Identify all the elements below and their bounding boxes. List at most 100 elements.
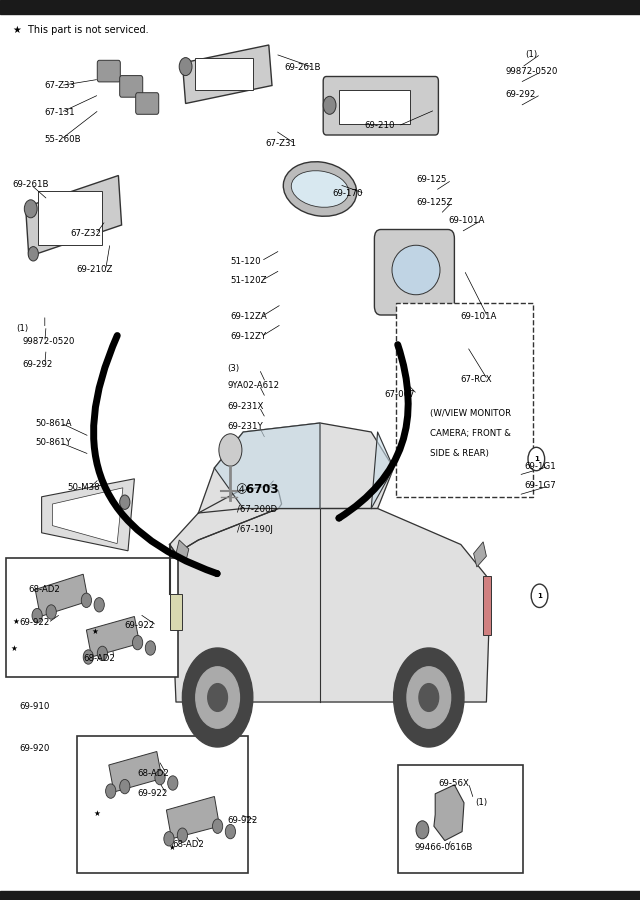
Circle shape [177, 828, 188, 842]
Polygon shape [86, 616, 140, 657]
Text: ➃6703: ➃6703 [237, 483, 279, 496]
Text: 69-922: 69-922 [125, 621, 155, 630]
Text: 69-231Y: 69-231Y [227, 422, 263, 431]
Circle shape [155, 770, 165, 785]
Text: ★: ★ [94, 809, 100, 818]
Text: 69-12ZY: 69-12ZY [230, 332, 266, 341]
Polygon shape [109, 752, 162, 792]
Text: (1): (1) [525, 50, 537, 58]
Text: 68-AD2: 68-AD2 [138, 770, 170, 778]
Polygon shape [170, 508, 490, 702]
Circle shape [145, 641, 156, 655]
Text: 9YA02-A612: 9YA02-A612 [227, 381, 279, 390]
Text: 99872-0520: 99872-0520 [506, 68, 558, 76]
Text: 69-210: 69-210 [365, 122, 396, 130]
Text: 69-261B: 69-261B [285, 63, 321, 72]
Text: 67-Z33: 67-Z33 [45, 81, 76, 90]
Bar [77, 736, 248, 873]
FancyArrowPatch shape [93, 336, 217, 573]
Bar [0, 0, 640, 14]
Text: 1: 1 [537, 593, 542, 598]
Text: 67-067: 67-067 [384, 390, 415, 399]
Polygon shape [371, 432, 394, 508]
Text: 69-920: 69-920 [19, 744, 49, 753]
FancyArrowPatch shape [339, 345, 408, 518]
Text: 51-120Z: 51-120Z [230, 276, 267, 285]
Text: ★: ★ [11, 644, 17, 652]
Polygon shape [166, 796, 220, 839]
Circle shape [106, 784, 116, 798]
Circle shape [28, 247, 38, 261]
Bar [195, 58, 253, 90]
Bar [398, 765, 523, 873]
Circle shape [179, 58, 192, 76]
Text: 55-260B: 55-260B [45, 135, 81, 144]
Circle shape [416, 821, 429, 839]
Polygon shape [474, 542, 486, 567]
Ellipse shape [291, 171, 349, 207]
Text: 51-120: 51-120 [230, 256, 261, 266]
FancyBboxPatch shape [136, 93, 159, 114]
Text: 69-231X: 69-231X [227, 402, 264, 411]
Text: 1: 1 [534, 456, 539, 462]
Bar [170, 594, 182, 630]
Bar [483, 576, 491, 634]
Text: 99466-0616B: 99466-0616B [415, 843, 473, 852]
Bar [396, 303, 533, 497]
Polygon shape [434, 785, 464, 841]
Text: /67-190J: /67-190J [237, 525, 273, 534]
Circle shape [407, 667, 451, 728]
Text: 69-922: 69-922 [19, 618, 49, 627]
Text: 69-1G1: 69-1G1 [525, 462, 557, 471]
Circle shape [120, 779, 130, 794]
Circle shape [196, 667, 239, 728]
Polygon shape [214, 423, 320, 508]
FancyBboxPatch shape [97, 60, 120, 82]
Text: ★: ★ [92, 627, 98, 636]
Bar [0, 891, 640, 900]
Circle shape [208, 684, 227, 711]
Bar [6, 558, 178, 677]
Circle shape [394, 648, 464, 747]
Text: 69-125: 69-125 [416, 176, 447, 184]
Circle shape [168, 776, 178, 790]
Ellipse shape [284, 162, 356, 216]
FancyBboxPatch shape [120, 76, 143, 97]
FancyBboxPatch shape [323, 76, 438, 135]
Text: ★: ★ [168, 843, 175, 852]
Text: 69-1G7: 69-1G7 [525, 482, 557, 490]
Text: 67-Z31: 67-Z31 [266, 140, 296, 148]
Text: 69-261B: 69-261B [13, 180, 49, 189]
Circle shape [164, 832, 174, 846]
Circle shape [94, 598, 104, 612]
Text: 68-AD2: 68-AD2 [173, 840, 205, 849]
Circle shape [32, 608, 42, 623]
Polygon shape [52, 488, 123, 544]
Circle shape [83, 650, 93, 664]
Circle shape [419, 684, 438, 711]
Circle shape [528, 447, 545, 471]
Circle shape [531, 584, 548, 608]
Circle shape [120, 495, 130, 509]
FancyBboxPatch shape [374, 230, 454, 315]
Text: ★: ★ [13, 616, 19, 625]
Text: SIDE & REAR): SIDE & REAR) [430, 449, 489, 458]
Text: 69-101A: 69-101A [461, 312, 497, 321]
Text: /67-200D: /67-200D [237, 505, 277, 514]
Text: 69-292: 69-292 [22, 360, 52, 369]
Text: 69-125Z: 69-125Z [416, 198, 452, 207]
Text: (1): (1) [16, 324, 28, 333]
Text: 69-922: 69-922 [227, 816, 257, 825]
Text: 69-210Z: 69-210Z [77, 266, 113, 274]
Text: 50-861A: 50-861A [35, 418, 72, 427]
Polygon shape [26, 176, 122, 256]
Bar [339, 90, 410, 124]
Text: 67-Z32: 67-Z32 [70, 230, 101, 238]
Text: 67-RCX: 67-RCX [461, 375, 492, 384]
Text: ★  This part is not serviced.: ★ This part is not serviced. [13, 25, 148, 35]
Polygon shape [170, 486, 282, 554]
Circle shape [182, 648, 253, 747]
Polygon shape [35, 574, 88, 617]
Text: 68-AD2: 68-AD2 [29, 585, 61, 594]
Polygon shape [42, 479, 134, 551]
